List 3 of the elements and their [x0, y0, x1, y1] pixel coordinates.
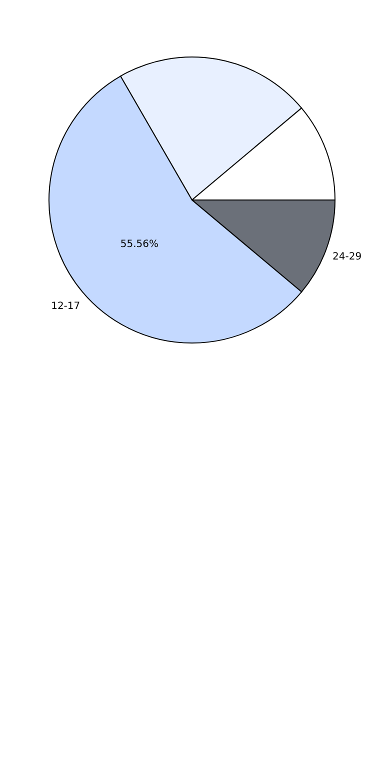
slice-label: 24-29 [332, 251, 362, 262]
slice-label: 12-17 [51, 301, 80, 312]
data-label: 55.56% [120, 239, 158, 250]
